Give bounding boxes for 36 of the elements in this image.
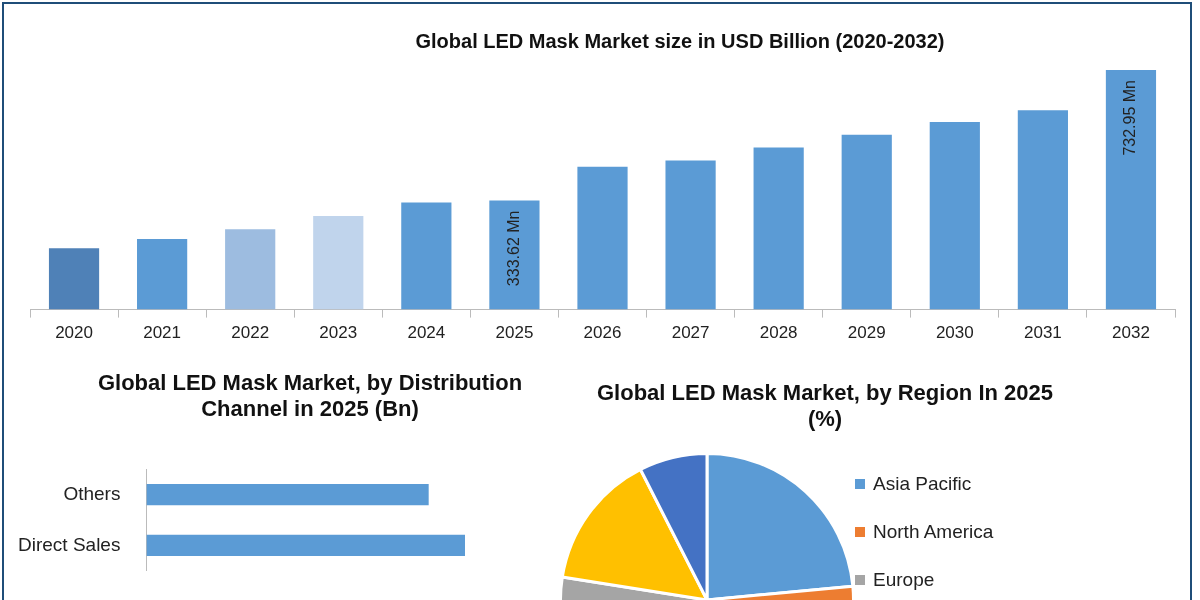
bar bbox=[401, 202, 452, 310]
chart-title: Global LED Mask Market size in USD Billion (2020-2032) bbox=[414, 30, 946, 53]
x-tick-label: 2021 bbox=[143, 323, 182, 343]
legend-label: Asia Pacific bbox=[873, 473, 972, 495]
bar bbox=[137, 238, 188, 310]
x-tick-label: 2026 bbox=[583, 323, 622, 343]
bar bbox=[225, 229, 276, 310]
x-tick-label: 2029 bbox=[847, 323, 886, 343]
data-label: 732.95 Mn bbox=[1121, 80, 1139, 156]
bar bbox=[665, 160, 716, 310]
legend-label: North America bbox=[873, 521, 994, 543]
x-tick-label: 2031 bbox=[1023, 323, 1062, 343]
bar bbox=[313, 216, 364, 310]
x-tick-label: 2022 bbox=[231, 323, 270, 343]
x-tick-label: 2023 bbox=[319, 323, 358, 343]
bar bbox=[753, 147, 804, 310]
data-label: 333.62 Mn bbox=[504, 210, 522, 287]
x-tick-label: 2020 bbox=[55, 323, 93, 343]
x-tick-label: 2030 bbox=[935, 323, 974, 343]
x-tick-label: 2032 bbox=[1112, 323, 1150, 343]
bar bbox=[841, 134, 892, 310]
bar bbox=[489, 200, 540, 310]
y-tick-label: Others bbox=[63, 482, 121, 504]
bar bbox=[1105, 70, 1157, 310]
x-tick-label: 2027 bbox=[671, 323, 710, 343]
chart-title: Global LED Mask Market, by Distribution Channel in 2025 (Bn) bbox=[96, 370, 524, 422]
legend-label: Europe bbox=[873, 569, 935, 591]
bar bbox=[48, 248, 100, 310]
bar bbox=[577, 166, 628, 310]
x-tick-label: 2028 bbox=[759, 323, 798, 343]
bar bbox=[1017, 110, 1068, 310]
y-tick-label: Direct Sales bbox=[18, 533, 121, 555]
x-tick-label: 2024 bbox=[407, 323, 446, 343]
bar bbox=[929, 121, 980, 310]
chart-title: Global LED Mask Market, by Region In 2025 (%) bbox=[596, 380, 1054, 432]
x-tick-label: 2025 bbox=[495, 323, 534, 343]
